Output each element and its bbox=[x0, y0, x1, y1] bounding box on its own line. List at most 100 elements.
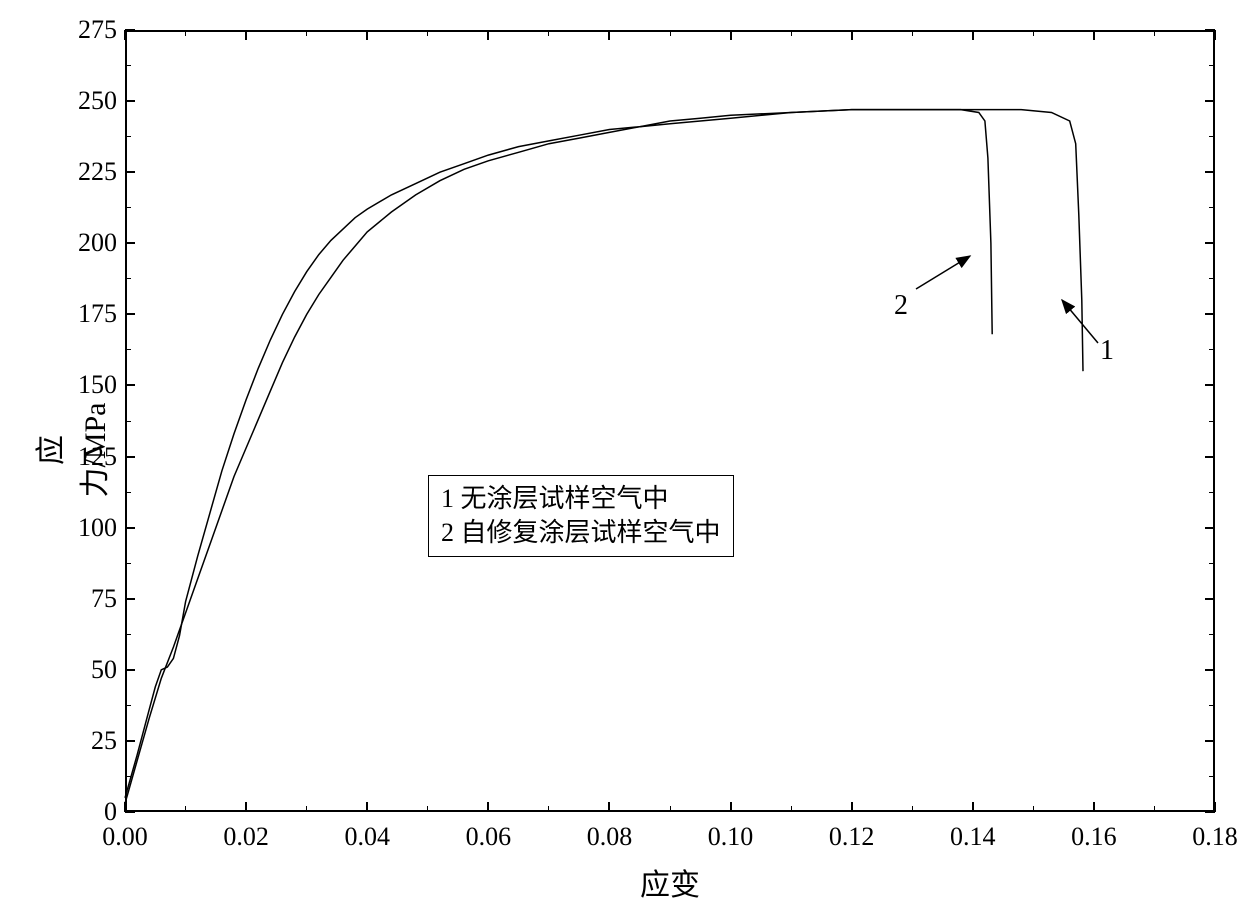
y-tick bbox=[125, 527, 135, 529]
x-tick bbox=[851, 802, 853, 812]
x-minor-tick-top bbox=[548, 30, 549, 36]
x-axis-label: 应变 bbox=[640, 860, 700, 904]
y-minor-tick bbox=[125, 705, 131, 706]
y-tick-label: 0 bbox=[65, 797, 117, 827]
y-minor-tick-right bbox=[1209, 349, 1215, 350]
x-minor-tick bbox=[912, 806, 913, 812]
y-tick-label: 125 bbox=[65, 442, 117, 472]
y-tick-label: 250 bbox=[65, 86, 117, 116]
y-tick bbox=[125, 384, 135, 386]
y-tick-right bbox=[1205, 598, 1215, 600]
x-tick bbox=[608, 802, 610, 812]
x-tick-top bbox=[851, 30, 853, 40]
y-tick bbox=[125, 171, 135, 173]
x-minor-tick bbox=[548, 806, 549, 812]
y-tick-right bbox=[1205, 29, 1215, 31]
x-tick-top bbox=[972, 30, 974, 40]
x-tick bbox=[1093, 802, 1095, 812]
y-tick-right bbox=[1205, 242, 1215, 244]
x-tick-label: 0.04 bbox=[344, 822, 390, 852]
y-minor-tick bbox=[125, 349, 131, 350]
x-tick-label: 0.16 bbox=[1071, 822, 1117, 852]
y-tick-right bbox=[1205, 527, 1215, 529]
x-tick-label: 0.08 bbox=[587, 822, 633, 852]
y-minor-tick-right bbox=[1209, 278, 1215, 279]
y-tick bbox=[125, 669, 135, 671]
legend-item: 1 无涂层试样空气中 bbox=[441, 482, 721, 516]
x-tick bbox=[487, 802, 489, 812]
x-tick-label: 0.02 bbox=[223, 822, 269, 852]
x-tick-top bbox=[245, 30, 247, 40]
annotation-label-2: 2 bbox=[894, 290, 908, 322]
y-minor-tick bbox=[125, 492, 131, 493]
x-minor-tick bbox=[306, 806, 307, 812]
x-minor-tick-top bbox=[185, 30, 186, 36]
y-tick-right bbox=[1205, 811, 1215, 813]
y-tick-right bbox=[1205, 669, 1215, 671]
y-minor-tick bbox=[125, 136, 131, 137]
y-minor-tick bbox=[125, 65, 131, 66]
x-tick-label: 0.12 bbox=[829, 822, 875, 852]
x-minor-tick-top bbox=[912, 30, 913, 36]
y-tick-right bbox=[1205, 456, 1215, 458]
y-tick bbox=[125, 29, 135, 31]
y-minor-tick-right bbox=[1209, 207, 1215, 208]
y-minor-tick-right bbox=[1209, 563, 1215, 564]
x-minor-tick-top bbox=[1154, 30, 1155, 36]
y-tick-label: 50 bbox=[65, 655, 117, 685]
x-minor-tick-top bbox=[670, 30, 671, 36]
y-tick-label: 175 bbox=[65, 299, 117, 329]
x-minor-tick-top bbox=[1033, 30, 1034, 36]
y-minor-tick bbox=[125, 563, 131, 564]
y-tick bbox=[125, 100, 135, 102]
annotation-label-1: 1 bbox=[1100, 335, 1114, 367]
x-minor-tick bbox=[185, 806, 186, 812]
y-minor-tick-right bbox=[1209, 136, 1215, 137]
x-tick-top bbox=[1214, 30, 1216, 40]
y-tick-right bbox=[1205, 100, 1215, 102]
x-tick-top bbox=[487, 30, 489, 40]
y-tick-label: 25 bbox=[65, 726, 117, 756]
y-minor-tick-right bbox=[1209, 492, 1215, 493]
x-tick-label: 0.18 bbox=[1192, 822, 1238, 852]
x-tick-top bbox=[608, 30, 610, 40]
x-tick-top bbox=[1093, 30, 1095, 40]
y-minor-tick-right bbox=[1209, 705, 1215, 706]
y-tick bbox=[125, 242, 135, 244]
y-minor-tick-right bbox=[1209, 776, 1215, 777]
y-tick-label: 225 bbox=[65, 157, 117, 187]
x-minor-tick bbox=[1033, 806, 1034, 812]
y-minor-tick-right bbox=[1209, 421, 1215, 422]
x-minor-tick bbox=[670, 806, 671, 812]
y-minor-tick-right bbox=[1209, 65, 1215, 66]
y-minor-tick bbox=[125, 421, 131, 422]
x-minor-tick bbox=[791, 806, 792, 812]
x-tick bbox=[366, 802, 368, 812]
y-tick-label: 200 bbox=[65, 228, 117, 258]
y-tick-label: 75 bbox=[65, 584, 117, 614]
y-tick bbox=[125, 811, 135, 813]
legend-item: 2 自修复涂层试样空气中 bbox=[441, 516, 721, 550]
y-minor-tick-right bbox=[1209, 634, 1215, 635]
y-tick-right bbox=[1205, 171, 1215, 173]
chart-svg bbox=[0, 0, 1240, 907]
y-tick bbox=[125, 598, 135, 600]
stress-strain-chart: 应力/MPa 应变 1 无涂层试样空气中2 自修复涂层试样空气中 0.000.0… bbox=[0, 0, 1240, 907]
x-minor-tick bbox=[1154, 806, 1155, 812]
y-minor-tick bbox=[125, 634, 131, 635]
annotation-arrow bbox=[1062, 300, 1098, 343]
annotation-arrow bbox=[916, 256, 970, 289]
y-minor-tick bbox=[125, 776, 131, 777]
x-minor-tick-top bbox=[427, 30, 428, 36]
curve-curve2 bbox=[125, 110, 992, 798]
y-tick-right bbox=[1205, 740, 1215, 742]
y-tick bbox=[125, 456, 135, 458]
y-tick-right bbox=[1205, 384, 1215, 386]
x-tick-top bbox=[124, 30, 126, 40]
x-tick-label: 0.06 bbox=[466, 822, 512, 852]
y-tick-label: 150 bbox=[65, 370, 117, 400]
y-tick bbox=[125, 313, 135, 315]
legend: 1 无涂层试样空气中2 自修复涂层试样空气中 bbox=[428, 475, 734, 557]
x-tick bbox=[972, 802, 974, 812]
x-tick bbox=[730, 802, 732, 812]
